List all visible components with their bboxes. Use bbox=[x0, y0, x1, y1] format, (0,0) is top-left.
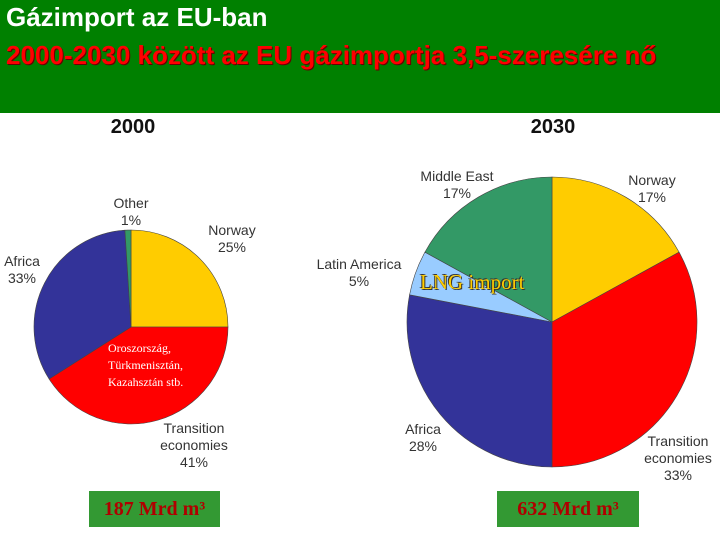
slice-category: Transition economies bbox=[644, 433, 712, 466]
pie-slice bbox=[424, 176, 553, 323]
slice-label: Transition economies 33% bbox=[628, 433, 720, 484]
slice-label: Transition economies 41% bbox=[139, 420, 249, 471]
slice-label: Middle East 17% bbox=[402, 168, 512, 202]
pie-slice bbox=[124, 229, 132, 328]
pie-slice bbox=[551, 176, 680, 323]
slice-value-label: 5% bbox=[348, 273, 370, 289]
total-label: 632 Mrd m³ bbox=[497, 491, 639, 527]
total-label: 187 Mrd m³ bbox=[89, 491, 220, 527]
header-band: Gázimport az EU-ban 2000-2030 között az … bbox=[0, 0, 720, 113]
pie-slice bbox=[406, 294, 553, 468]
pie-slice bbox=[130, 229, 229, 328]
slice-value-label: 33% bbox=[7, 270, 37, 286]
slice-value-label: 1% bbox=[120, 212, 142, 228]
slice-value-label: 28% bbox=[408, 438, 438, 454]
slice-label: Africa 28% bbox=[393, 421, 453, 455]
slice-label: Africa 33% bbox=[0, 253, 52, 287]
annotation: LNG import bbox=[420, 270, 525, 294]
slice-category: Other bbox=[113, 195, 149, 211]
slice-value-label: 41% bbox=[179, 454, 209, 470]
slice-value-label: 33% bbox=[663, 467, 693, 483]
slice-label: Latin America 5% bbox=[299, 256, 419, 290]
slice-value-label: 17% bbox=[442, 185, 472, 201]
slice-category: Africa bbox=[4, 253, 40, 269]
slide-title: Gázimport az EU-ban bbox=[6, 2, 268, 32]
slide-subtitle: 2000-2030 között az EU gázimportja 3,5-s… bbox=[6, 40, 657, 70]
slice-category: Norway bbox=[208, 222, 256, 238]
annotation: Oroszország, Türkmenisztán, Kazahsztán s… bbox=[108, 341, 184, 389]
slice-category: Latin America bbox=[316, 256, 402, 272]
chart-title: 2030 bbox=[530, 116, 576, 138]
slice-label: Norway 17% bbox=[607, 172, 697, 206]
slice-category: Africa bbox=[405, 421, 441, 437]
slice-label: Norway 25% bbox=[187, 222, 277, 256]
chart-title: 2000 bbox=[110, 116, 156, 138]
slice-label: Other 1% bbox=[101, 195, 161, 229]
slice-value-label: 17% bbox=[637, 189, 667, 205]
slice-value-label: 25% bbox=[217, 239, 247, 255]
pie-slice bbox=[48, 326, 229, 425]
slice-category: Middle East bbox=[420, 168, 494, 184]
pie-slice bbox=[551, 251, 698, 468]
slice-category: Norway bbox=[628, 172, 676, 188]
pie-slice bbox=[33, 229, 132, 380]
slice-category: Transition economies bbox=[160, 420, 228, 453]
